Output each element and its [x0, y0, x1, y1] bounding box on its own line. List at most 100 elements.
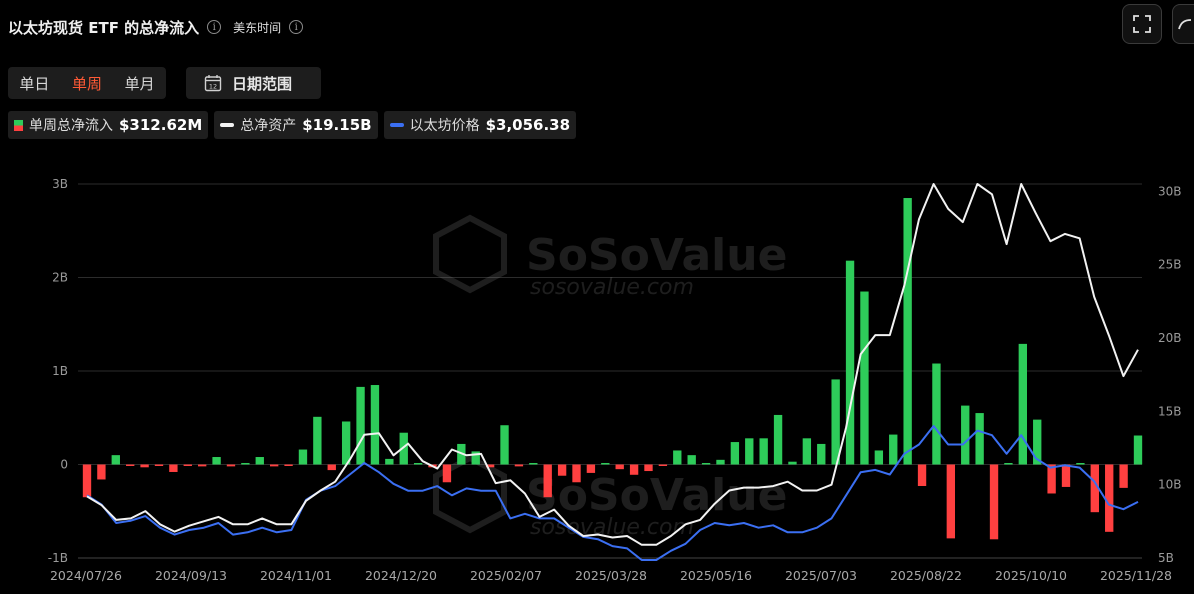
inflow-bar[interactable]: [169, 464, 178, 472]
inflow-bar[interactable]: [673, 450, 682, 465]
inflow-bar[interactable]: [183, 464, 192, 467]
inflow-bar[interactable]: [615, 464, 624, 470]
inflow-bar[interactable]: [485, 464, 495, 468]
inflow-bar[interactable]: [341, 421, 351, 465]
date-range-button[interactable]: 12 日期范围: [186, 67, 321, 99]
calendar-icon: 12: [204, 75, 222, 92]
inflow-bar[interactable]: [889, 434, 898, 465]
inflow-bar[interactable]: [845, 260, 855, 465]
inflow-bar[interactable]: [298, 449, 308, 465]
legend-eth-price[interactable]: 以太坊价格 $3,056.38: [383, 111, 577, 139]
inflow-bar[interactable]: [788, 461, 797, 465]
inflow-bar[interactable]: [989, 464, 999, 540]
legend: 单周总净流入 $312.62M 总净资产 $19.15B 以太坊价格 $3,05…: [8, 111, 577, 139]
inflow-bar[interactable]: [701, 463, 711, 465]
inflow-bar[interactable]: [111, 455, 120, 465]
inflow-bar[interactable]: [514, 464, 524, 467]
inflow-bar[interactable]: [82, 464, 92, 498]
inflow-bar[interactable]: [730, 442, 740, 465]
inflow-bar[interactable]: [586, 464, 596, 473]
inflow-bar[interactable]: [759, 438, 768, 465]
inflow-bar[interactable]: [140, 464, 149, 468]
legend-label: 总净资产: [240, 118, 297, 134]
inflow-bar[interactable]: [961, 405, 970, 465]
inflow-bar[interactable]: [557, 464, 567, 476]
legend-net-assets[interactable]: 总净资产 $19.15B: [214, 111, 378, 139]
inflow-bar[interactable]: [932, 363, 941, 465]
inflow-bar[interactable]: [269, 464, 279, 467]
inflow-bar[interactable]: [500, 425, 509, 465]
period-selector: 单日 单周 单月: [8, 67, 166, 99]
period-monthly[interactable]: 单月: [124, 74, 155, 93]
calendar-day-text: 12: [209, 82, 217, 90]
inflow-bar[interactable]: [226, 464, 236, 467]
inflow-bar[interactable]: [716, 459, 725, 465]
inflow-bar[interactable]: [385, 458, 394, 465]
inflow-bar[interactable]: [198, 464, 207, 467]
inflow-bar[interactable]: [946, 464, 956, 539]
inflow-bar[interactable]: [284, 464, 293, 467]
inflow-bar[interactable]: [370, 385, 380, 465]
inflow-bar[interactable]: [644, 464, 653, 472]
inflow-bar[interactable]: [1105, 464, 1114, 532]
inflow-bar[interactable]: [471, 451, 480, 465]
timezone-info-icon[interactable]: i: [289, 20, 304, 34]
inflow-bar[interactable]: [212, 457, 221, 465]
info-icon[interactable]: i: [207, 20, 222, 34]
inflow-bar[interactable]: [658, 464, 668, 467]
fullscreen-button[interactable]: [1122, 4, 1162, 44]
inflow-bar[interactable]: [1047, 464, 1056, 494]
inflow-swatch-icon: [14, 119, 23, 131]
inflow-bar[interactable]: [255, 457, 264, 465]
inflow-bar[interactable]: [903, 198, 912, 465]
x-tick-label: 2025/08/22: [890, 568, 962, 583]
x-tick-label: 2025/03/28: [575, 568, 647, 583]
share-button[interactable]: [1172, 4, 1194, 44]
inflow-bar[interactable]: [1018, 343, 1027, 465]
inflow-bar[interactable]: [399, 432, 408, 465]
inflow-bar[interactable]: [126, 464, 135, 467]
inflow-bar[interactable]: [97, 464, 106, 480]
inflow-bar[interactable]: [1119, 464, 1128, 488]
x-tick-label: 2025/11/28: [1100, 568, 1172, 583]
chart-title: 以太坊现货 ETF 的总净流入: [8, 18, 200, 37]
x-tick-label: 2025/02/07: [470, 568, 542, 583]
inflow-bar[interactable]: [442, 464, 452, 483]
period-weekly[interactable]: 单周: [71, 74, 102, 93]
inflow-bar[interactable]: [1061, 464, 1071, 487]
net-assets-line[interactable]: [86, 183, 1139, 546]
inflow-bar[interactable]: [601, 463, 610, 465]
inflow-bar[interactable]: [313, 416, 322, 465]
inflow-bar[interactable]: [773, 414, 783, 465]
inflow-bar[interactable]: [917, 464, 927, 487]
inflow-bar[interactable]: [154, 464, 164, 467]
inflow-bar[interactable]: [241, 463, 250, 465]
inflow-bar[interactable]: [629, 464, 639, 475]
inflow-bar[interactable]: [1133, 435, 1143, 465]
inflow-bar[interactable]: [975, 413, 984, 465]
inflow-bar[interactable]: [687, 455, 696, 465]
inflow-bar[interactable]: [327, 464, 336, 471]
inflow-bar[interactable]: [529, 463, 538, 465]
inflow-bar[interactable]: [831, 379, 840, 465]
inflow-bar[interactable]: [572, 464, 581, 483]
eth-price-line[interactable]: [86, 425, 1139, 561]
inflow-bar[interactable]: [860, 291, 869, 465]
inflow-bar[interactable]: [1076, 463, 1085, 465]
period-daily[interactable]: 单日: [19, 74, 50, 93]
inflow-bar[interactable]: [1033, 419, 1042, 465]
inflow-bar[interactable]: [802, 438, 812, 465]
inflow-bar[interactable]: [1090, 464, 1099, 513]
inflow-bar[interactable]: [543, 464, 552, 498]
legend-weekly-inflow[interactable]: 单周总净流入 $312.62M: [8, 111, 209, 139]
inflow-bar[interactable]: [874, 450, 884, 465]
inflow-bar[interactable]: [356, 386, 365, 465]
chart-header: 以太坊现货 ETF 的总净流入 i 美东时间 i: [8, 13, 304, 41]
inflow-bar[interactable]: [413, 463, 423, 465]
y-left-tick-label: 1B: [52, 364, 68, 378]
inflow-bar[interactable]: [745, 438, 754, 465]
inflow-bar[interactable]: [817, 443, 826, 465]
inflow-bar[interactable]: [1004, 463, 1013, 465]
